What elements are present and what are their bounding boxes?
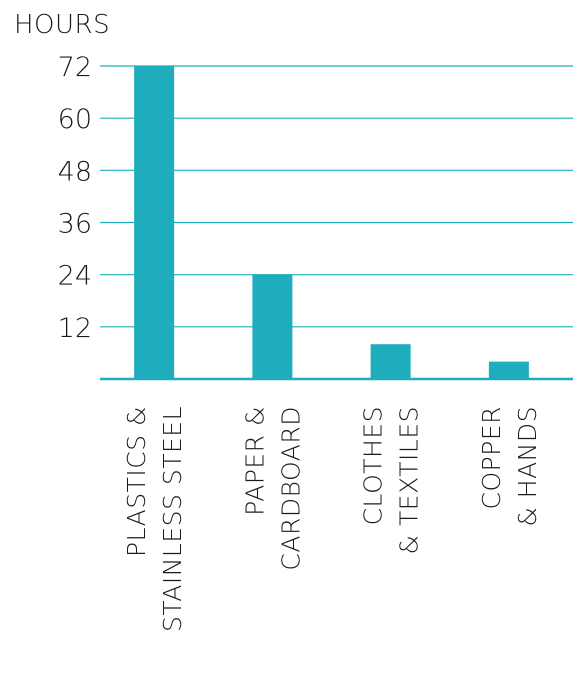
y-tick-label: 48: [58, 156, 92, 187]
x-tick-label-line: PAPER &: [240, 406, 269, 516]
bar: [370, 344, 411, 379]
bar: [488, 361, 529, 379]
bar: [134, 66, 175, 379]
x-tick-labels: PLASTICS & STAINLESS STEEL PAPER & CARDBOAR…: [122, 406, 542, 632]
x-tick-label-line: CLOTHES: [359, 406, 388, 525]
y-tick-label: 72: [58, 52, 92, 83]
x-tick-label-line: STAINLESS STEEL: [158, 406, 187, 632]
y-tick-labels: 12 24 36 48 60 72: [58, 52, 92, 344]
x-tick-label-line: COPPER: [477, 406, 506, 509]
gridlines: [100, 65, 573, 328]
bars: [134, 66, 529, 379]
bar: [252, 274, 293, 379]
x-tick-label: PLASTICS & STAINLESS STEEL: [122, 406, 187, 632]
y-axis-label: HOURS: [14, 10, 110, 40]
x-tick-label-line: CARDBOARD: [276, 406, 305, 571]
x-tick-label-line: & HANDS: [513, 406, 542, 527]
x-tick-label: CLOTHES & TEXTILES: [359, 406, 424, 554]
y-tick-label: 12: [58, 313, 92, 344]
y-tick-label: 60: [58, 104, 92, 135]
x-tick-label-line: PLASTICS &: [122, 406, 151, 557]
x-tick-label-line: & TEXTILES: [395, 406, 424, 554]
x-tick-label: PAPER & CARDBOARD: [240, 406, 305, 571]
y-tick-label: 24: [58, 261, 92, 292]
x-tick-label: COPPER & HANDS: [477, 406, 542, 527]
y-tick-label: 36: [58, 209, 92, 240]
